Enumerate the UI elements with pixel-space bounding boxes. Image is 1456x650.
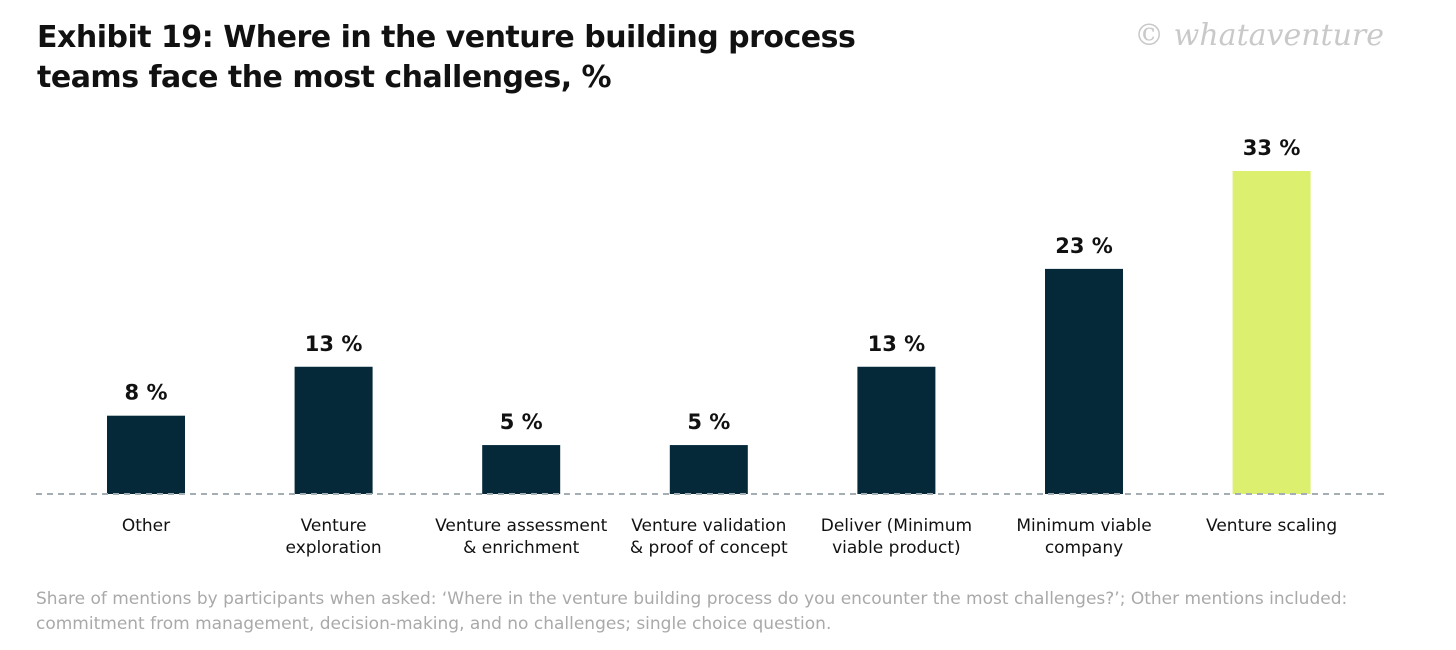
value-label: 13 % [868, 332, 926, 356]
bar [294, 366, 373, 494]
bar [1045, 268, 1123, 494]
bar [857, 366, 936, 494]
bar-chart: 8 % Other 13 % Venture exploration 5 % Venture… [36, 136, 1384, 558]
value-label: 5 % [500, 410, 543, 434]
value-label: 23 % [1055, 234, 1113, 258]
category-label: Venture scaling [1206, 516, 1337, 536]
value-label: 5 % [687, 410, 730, 434]
value-label: 33 % [1243, 136, 1301, 160]
chart-title: Exhibit 19: Where in the venture buildin… [37, 20, 856, 95]
bar [107, 415, 185, 494]
category-label: Venture validation & proof of concept [630, 516, 788, 558]
category-label: Deliver (Minimum viable product) [821, 516, 972, 558]
bar [1232, 171, 1311, 494]
value-label: 8 % [125, 381, 168, 405]
bar [482, 445, 561, 494]
category-label: Minimum viable company [1016, 516, 1151, 558]
category-label: Venture exploration [286, 516, 382, 558]
footnote: Share of mentions by participants when a… [36, 589, 1348, 634]
bar [669, 445, 748, 494]
category-label: Other [122, 516, 170, 536]
watermark: © whataventure [1134, 18, 1384, 53]
category-label: Venture assessment & enrichment [435, 516, 608, 558]
value-label: 13 % [305, 332, 363, 356]
